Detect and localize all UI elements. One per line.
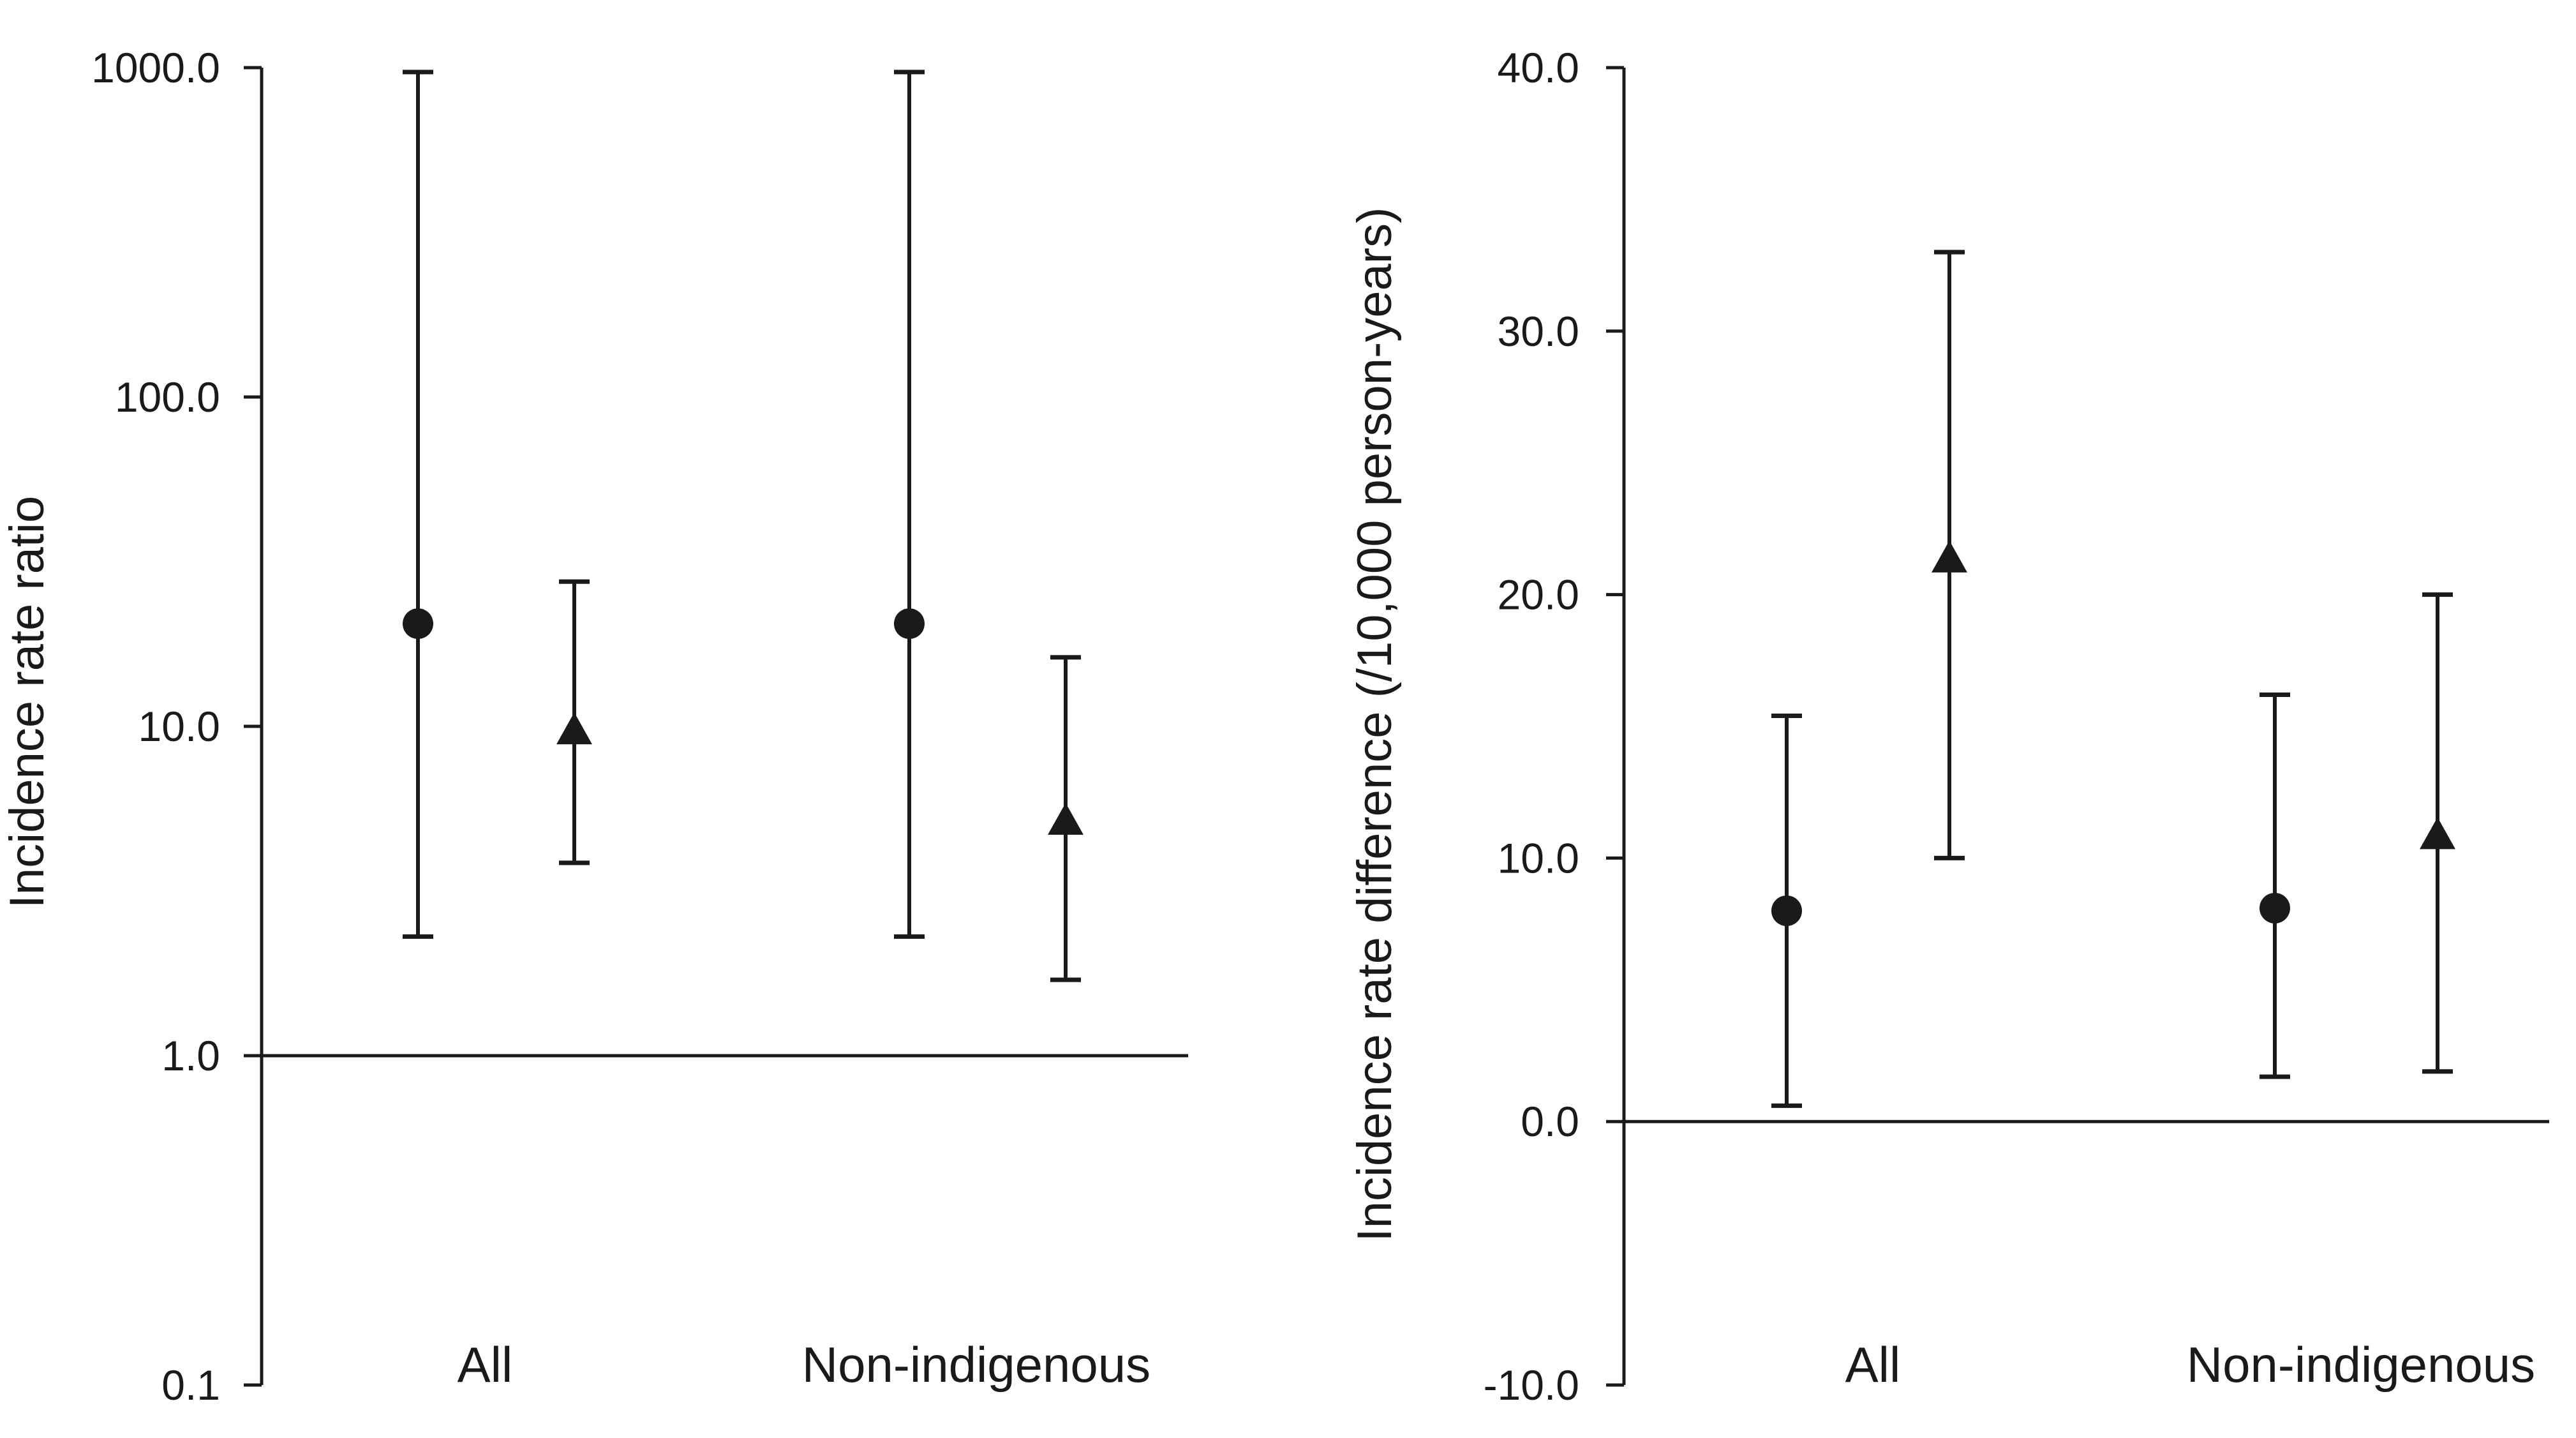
- triangle-marker: [556, 712, 592, 745]
- y-tick-label: 1000.0: [91, 44, 220, 91]
- y-axis-title: Incidence rate ratio: [0, 496, 54, 908]
- y-tick-label: 1.0: [161, 1032, 220, 1079]
- incidence-rate-difference-chart: -10.0 0.0 10.0 20.0 30.0 40.0 Incidence rate d…: [1348, 44, 2549, 1409]
- y-tick-label: 10.0: [1498, 834, 1579, 881]
- y-tick-label: 40.0: [1498, 44, 1579, 91]
- category-label: Non-indigenous: [802, 1337, 1150, 1393]
- y-tick-label: 100.0: [115, 373, 220, 421]
- y-tick-label: 20.0: [1498, 571, 1579, 618]
- y-tick-label: 0.1: [161, 1361, 220, 1409]
- triangle-marker: [1932, 540, 1967, 573]
- circle-marker: [1771, 895, 1802, 926]
- y-axis-title: Incidence rate difference (/10,000 perso…: [1348, 207, 1402, 1242]
- y-tick-label: 0.0: [1521, 1098, 1579, 1145]
- category-label: All: [1845, 1337, 1901, 1393]
- y-tick-label: -10.0: [1484, 1361, 1579, 1409]
- category-label: All: [458, 1337, 513, 1393]
- y-tick-label: 30.0: [1498, 308, 1579, 355]
- incidence-rate-ratio-chart: 0.1 1.0 10.0 100.0 1000.0 Incidence rate rati…: [0, 44, 1188, 1409]
- circle-marker: [403, 608, 433, 640]
- triangle-marker: [2420, 817, 2455, 850]
- category-label: Non-indigenous: [2187, 1337, 2535, 1393]
- circle-marker: [894, 608, 925, 640]
- triangle-marker: [1048, 802, 1083, 835]
- circle-marker: [2260, 892, 2290, 924]
- y-tick-label: 10.0: [138, 703, 220, 750]
